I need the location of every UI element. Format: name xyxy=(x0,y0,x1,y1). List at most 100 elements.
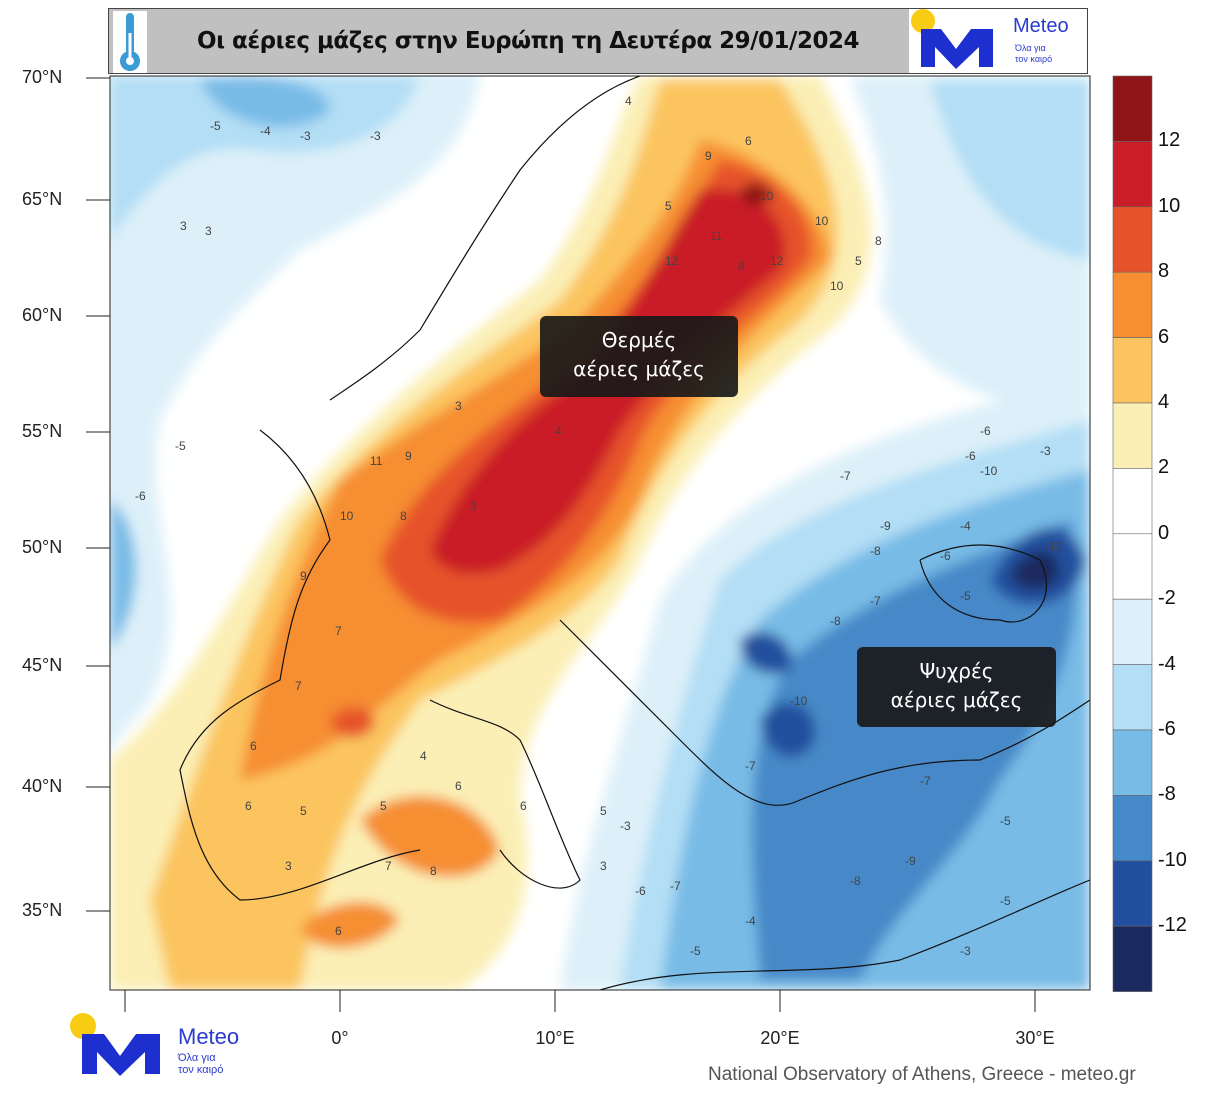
contour-label: 5 xyxy=(600,804,607,818)
contour-label: -9 xyxy=(905,854,916,868)
footer-meteo-logo: Meteo Όλα για τον καιρό xyxy=(68,1012,248,1080)
contour-label: -5 xyxy=(690,944,701,958)
contour-label: 10 xyxy=(830,279,844,293)
contour-label: -5 xyxy=(1000,894,1011,908)
colorbar-bin xyxy=(1112,337,1153,404)
contour-label: 10 xyxy=(815,214,829,228)
contour-label: -3 xyxy=(960,944,971,958)
contour-label: 4 xyxy=(625,94,632,108)
logo-tagline-2: τον καιρό xyxy=(1015,54,1053,64)
contour-label: 7 xyxy=(295,679,302,693)
contour-label: 5 xyxy=(665,199,672,213)
colorbar-label: 6 xyxy=(1158,325,1170,348)
colorbar-label: 2 xyxy=(1158,456,1170,479)
footer-logo-tagline-1: Όλα για xyxy=(178,1052,216,1064)
coastlines xyxy=(179,76,1090,990)
colorbar-label: 4 xyxy=(1158,391,1170,413)
contour-label: -9 xyxy=(880,519,891,533)
contour-label: 5 xyxy=(300,804,307,818)
contour-label: 6 xyxy=(245,799,252,813)
lat-label: 45°N xyxy=(22,655,63,675)
contour-label: -5 xyxy=(1000,814,1011,828)
page-title: Οι αέριες μάζες στην Ευρώπη τη Δευτέρα 2… xyxy=(197,28,859,54)
colorbar-label: -4 xyxy=(1158,652,1176,675)
contour-label: 3 xyxy=(470,499,477,513)
cold-region-atlantic xyxy=(110,76,480,748)
contour-label: 11 xyxy=(710,229,723,243)
contour-label: 8 xyxy=(430,864,437,878)
contour-label: -4 xyxy=(745,914,756,928)
contour-label: 6 xyxy=(335,924,342,938)
contour-label: -6 xyxy=(940,549,951,563)
lon-label: 10°E xyxy=(535,1028,575,1048)
colorbar-bin xyxy=(1112,402,1153,469)
contour-label: 9 xyxy=(705,149,712,163)
contour-label: 8 xyxy=(875,234,882,248)
contour-label: -8 xyxy=(830,614,841,628)
footer-logo-name: Meteo xyxy=(178,1024,240,1049)
lat-label: 55°N xyxy=(22,421,63,441)
contour-label: 5 xyxy=(855,254,862,268)
credit-text: National Observatory of Athens, Greece -… xyxy=(708,1064,1136,1085)
cold-annotation-line2: αέριες μάζες xyxy=(890,688,1023,712)
lon-label: 30°E xyxy=(1015,1028,1055,1048)
lat-label: 65°N xyxy=(22,189,63,209)
lat-label: 70°N xyxy=(22,67,63,87)
contour-label: -7 xyxy=(745,759,756,773)
contour-label: 12 xyxy=(770,254,784,268)
warm-annotation-line2: αέριες μάζες xyxy=(573,357,705,381)
colorbar-bin xyxy=(1112,598,1153,665)
contour-label: 11 xyxy=(370,454,383,468)
contour-label: -3 xyxy=(620,819,631,833)
colorbar-bin xyxy=(1112,664,1153,731)
contour-label: -3 xyxy=(300,129,311,143)
contour-label: -3 xyxy=(370,129,381,143)
contour-label: -8 xyxy=(870,544,881,558)
meteo-logo: Meteo Όλα για τον καιρό xyxy=(909,9,1087,73)
contour-label: 9 xyxy=(300,569,307,583)
cold-region-iceland xyxy=(110,76,420,240)
contour-label: 8 xyxy=(738,259,745,273)
colorbar-bin xyxy=(1112,75,1153,142)
colorbar-bin xyxy=(1112,141,1153,208)
lon-label: 0° xyxy=(331,1028,349,1048)
colorbar-bin xyxy=(1112,206,1153,273)
contour-label: -4 xyxy=(960,519,971,533)
contour-label: -6 xyxy=(980,424,991,438)
contour-label: -6 xyxy=(635,884,646,898)
contour-label: 5 xyxy=(380,799,387,813)
title-banner: Οι αέριες μάζες στην Ευρώπη τη Δευτέρα 2… xyxy=(108,8,1088,74)
lat-label: 35°N xyxy=(22,900,63,920)
lat-label: 50°N xyxy=(22,537,63,557)
contour-label: -6 xyxy=(965,449,976,463)
contour-label: 3 xyxy=(600,859,607,873)
footer-logo-tagline-2: τον καιρό xyxy=(178,1064,224,1076)
colorbar-bin xyxy=(1112,533,1153,600)
contour-label: 7 xyxy=(335,624,342,638)
contour-label: 9 xyxy=(405,449,412,463)
colorbar-label: 0 xyxy=(1158,521,1170,544)
contour-label: 3 xyxy=(205,224,212,238)
contour-label: 3 xyxy=(285,859,292,873)
contour-label: 3 xyxy=(455,399,462,413)
colorbar-bin xyxy=(1112,795,1153,862)
contour-label: -10 xyxy=(980,464,998,478)
colorbar xyxy=(1112,75,1153,992)
contour-label: -8 xyxy=(850,874,861,888)
cold-region-north-atl xyxy=(200,76,330,127)
colorbar-label: 10 xyxy=(1158,194,1181,217)
colorbar-label: -12 xyxy=(1158,914,1187,937)
colorbar-bin xyxy=(1112,860,1153,927)
logo-tagline-1: Όλα για xyxy=(1015,43,1046,53)
contour-label: -6 xyxy=(135,489,146,503)
lat-label: 40°N xyxy=(22,776,63,796)
colorbar-bin xyxy=(1112,925,1153,992)
colorbar-label: -8 xyxy=(1158,783,1176,806)
contour-label: -10 xyxy=(790,694,808,708)
contour-label: -4 xyxy=(260,124,271,138)
contour-label: -12 xyxy=(1045,539,1063,553)
colorbar-bin xyxy=(1112,468,1153,535)
warm-air-annotation: Θερμές αέριες μάζες xyxy=(540,316,738,397)
contour-label: 10 xyxy=(340,509,354,523)
